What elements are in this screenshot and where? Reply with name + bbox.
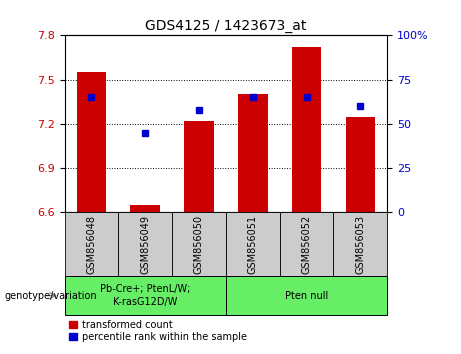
Bar [65,212,118,276]
Bar [184,121,214,212]
Text: GSM856053: GSM856053 [355,215,366,274]
Title: GDS4125 / 1423673_at: GDS4125 / 1423673_at [145,19,307,33]
Bar [118,212,172,276]
Text: GSM856052: GSM856052 [301,215,312,274]
Legend: transformed count, percentile rank within the sample: transformed count, percentile rank withi… [70,320,247,342]
Bar [130,205,160,212]
Text: GSM856049: GSM856049 [140,215,150,274]
Bar [238,95,267,212]
Bar [65,276,226,315]
Text: Pb-Cre+; PtenL/W;
K-rasG12D/W: Pb-Cre+; PtenL/W; K-rasG12D/W [100,284,190,307]
Text: GSM856050: GSM856050 [194,215,204,274]
Bar [280,212,333,276]
Text: GSM856048: GSM856048 [86,215,96,274]
Bar [292,47,321,212]
Bar [346,116,375,212]
Text: Pten null: Pten null [285,291,328,301]
Bar [226,212,280,276]
Text: genotype/variation: genotype/variation [5,291,97,301]
Text: GSM856051: GSM856051 [248,215,258,274]
Bar [333,212,387,276]
Bar [172,212,226,276]
Bar [226,276,387,315]
Bar [77,72,106,212]
